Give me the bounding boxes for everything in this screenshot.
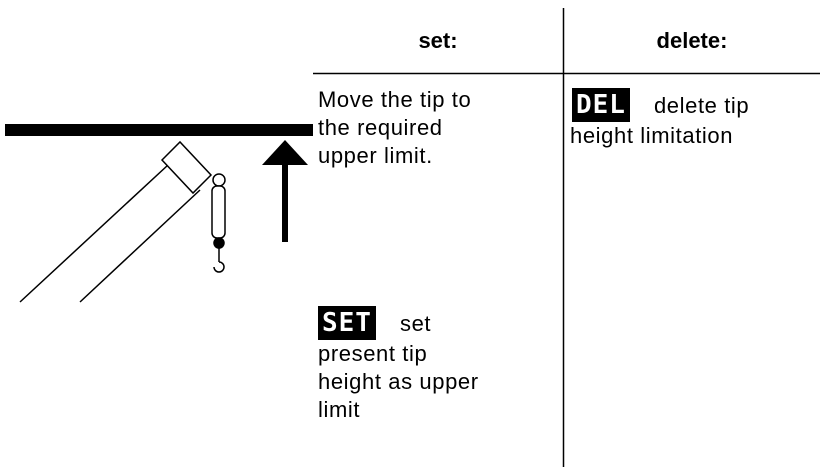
crane [19,140,226,303]
arrow-shaft [282,163,288,242]
header-set: set: [418,28,458,53]
delete-key-description: DEL delete tip height limitation [570,88,750,150]
text-line: present tip [318,341,428,366]
text-line: the required [318,115,443,140]
text-line: limit [318,397,361,422]
text-line: height as upper [318,369,479,394]
text-line: set [399,311,432,336]
text-line: delete tip [653,93,750,118]
header-delete: delete: [656,28,728,53]
text-line: Move the tip to [318,87,472,112]
arrow-head [262,140,308,165]
set-key-description: SET set present tip height as upper limit [318,306,479,424]
set-instructions: Move the tip to the required upper limit… [318,86,471,170]
text-line: upper limit. [318,143,433,168]
limit-bar [5,124,313,136]
text-line: height limitation [570,123,734,148]
key-badge: SET [318,306,376,340]
key-badge: DEL [572,88,630,122]
